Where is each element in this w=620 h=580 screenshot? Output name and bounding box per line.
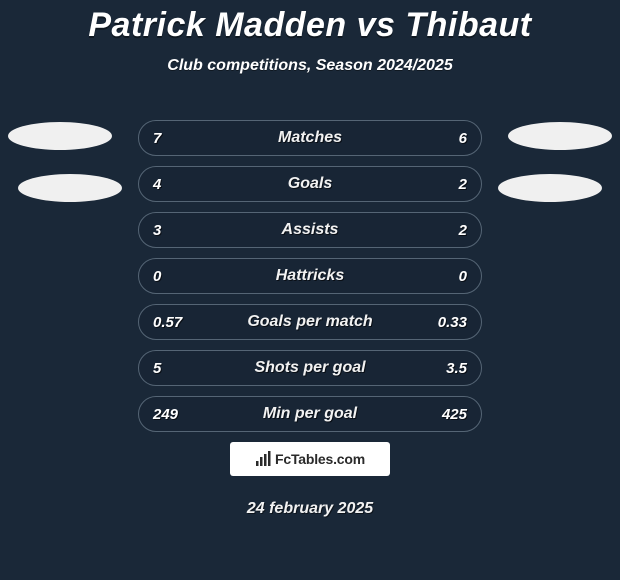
stat-label: Hattricks (139, 267, 481, 285)
stat-right-value: 2 (459, 222, 467, 239)
player-right-badge-2 (498, 174, 602, 202)
stat-row: 4 Goals 2 (138, 166, 482, 202)
stat-label: Min per goal (139, 405, 481, 423)
stat-left-value: 0.57 (153, 314, 182, 331)
brand-link[interactable]: FcTables.com (230, 442, 390, 476)
stat-label: Goals per match (139, 313, 481, 331)
stat-right-value: 0.33 (438, 314, 467, 331)
player-left-badge-2 (18, 174, 122, 202)
stat-left-value: 4 (153, 176, 161, 193)
stats-container: 7 Matches 6 4 Goals 2 3 Assists 2 0 Hatt… (138, 120, 482, 442)
stat-left-value: 3 (153, 222, 161, 239)
stat-label: Goals (139, 175, 481, 193)
stat-label: Assists (139, 221, 481, 239)
player-right-badge-1 (508, 122, 612, 150)
stat-row: 5 Shots per goal 3.5 (138, 350, 482, 386)
stat-row: 7 Matches 6 (138, 120, 482, 156)
bar-chart-icon (255, 451, 271, 467)
stat-right-value: 3.5 (446, 360, 467, 377)
stat-label: Matches (139, 129, 481, 147)
stat-right-value: 0 (459, 268, 467, 285)
player-left-badge-1 (8, 122, 112, 150)
stat-right-value: 6 (459, 130, 467, 147)
stat-row: 0.57 Goals per match 0.33 (138, 304, 482, 340)
page-subtitle: Club competitions, Season 2024/2025 (0, 57, 620, 75)
stat-row: 249 Min per goal 425 (138, 396, 482, 432)
stat-row: 0 Hattricks 0 (138, 258, 482, 294)
stat-left-value: 7 (153, 130, 161, 147)
stat-left-value: 249 (153, 406, 178, 423)
brand-text: FcTables.com (275, 451, 365, 467)
page-title: Patrick Madden vs Thibaut (0, 0, 620, 45)
stat-label: Shots per goal (139, 359, 481, 377)
stat-right-value: 2 (459, 176, 467, 193)
stat-row: 3 Assists 2 (138, 212, 482, 248)
date-text: 24 february 2025 (0, 500, 620, 518)
stat-left-value: 0 (153, 268, 161, 285)
stat-left-value: 5 (153, 360, 161, 377)
stat-right-value: 425 (442, 406, 467, 423)
